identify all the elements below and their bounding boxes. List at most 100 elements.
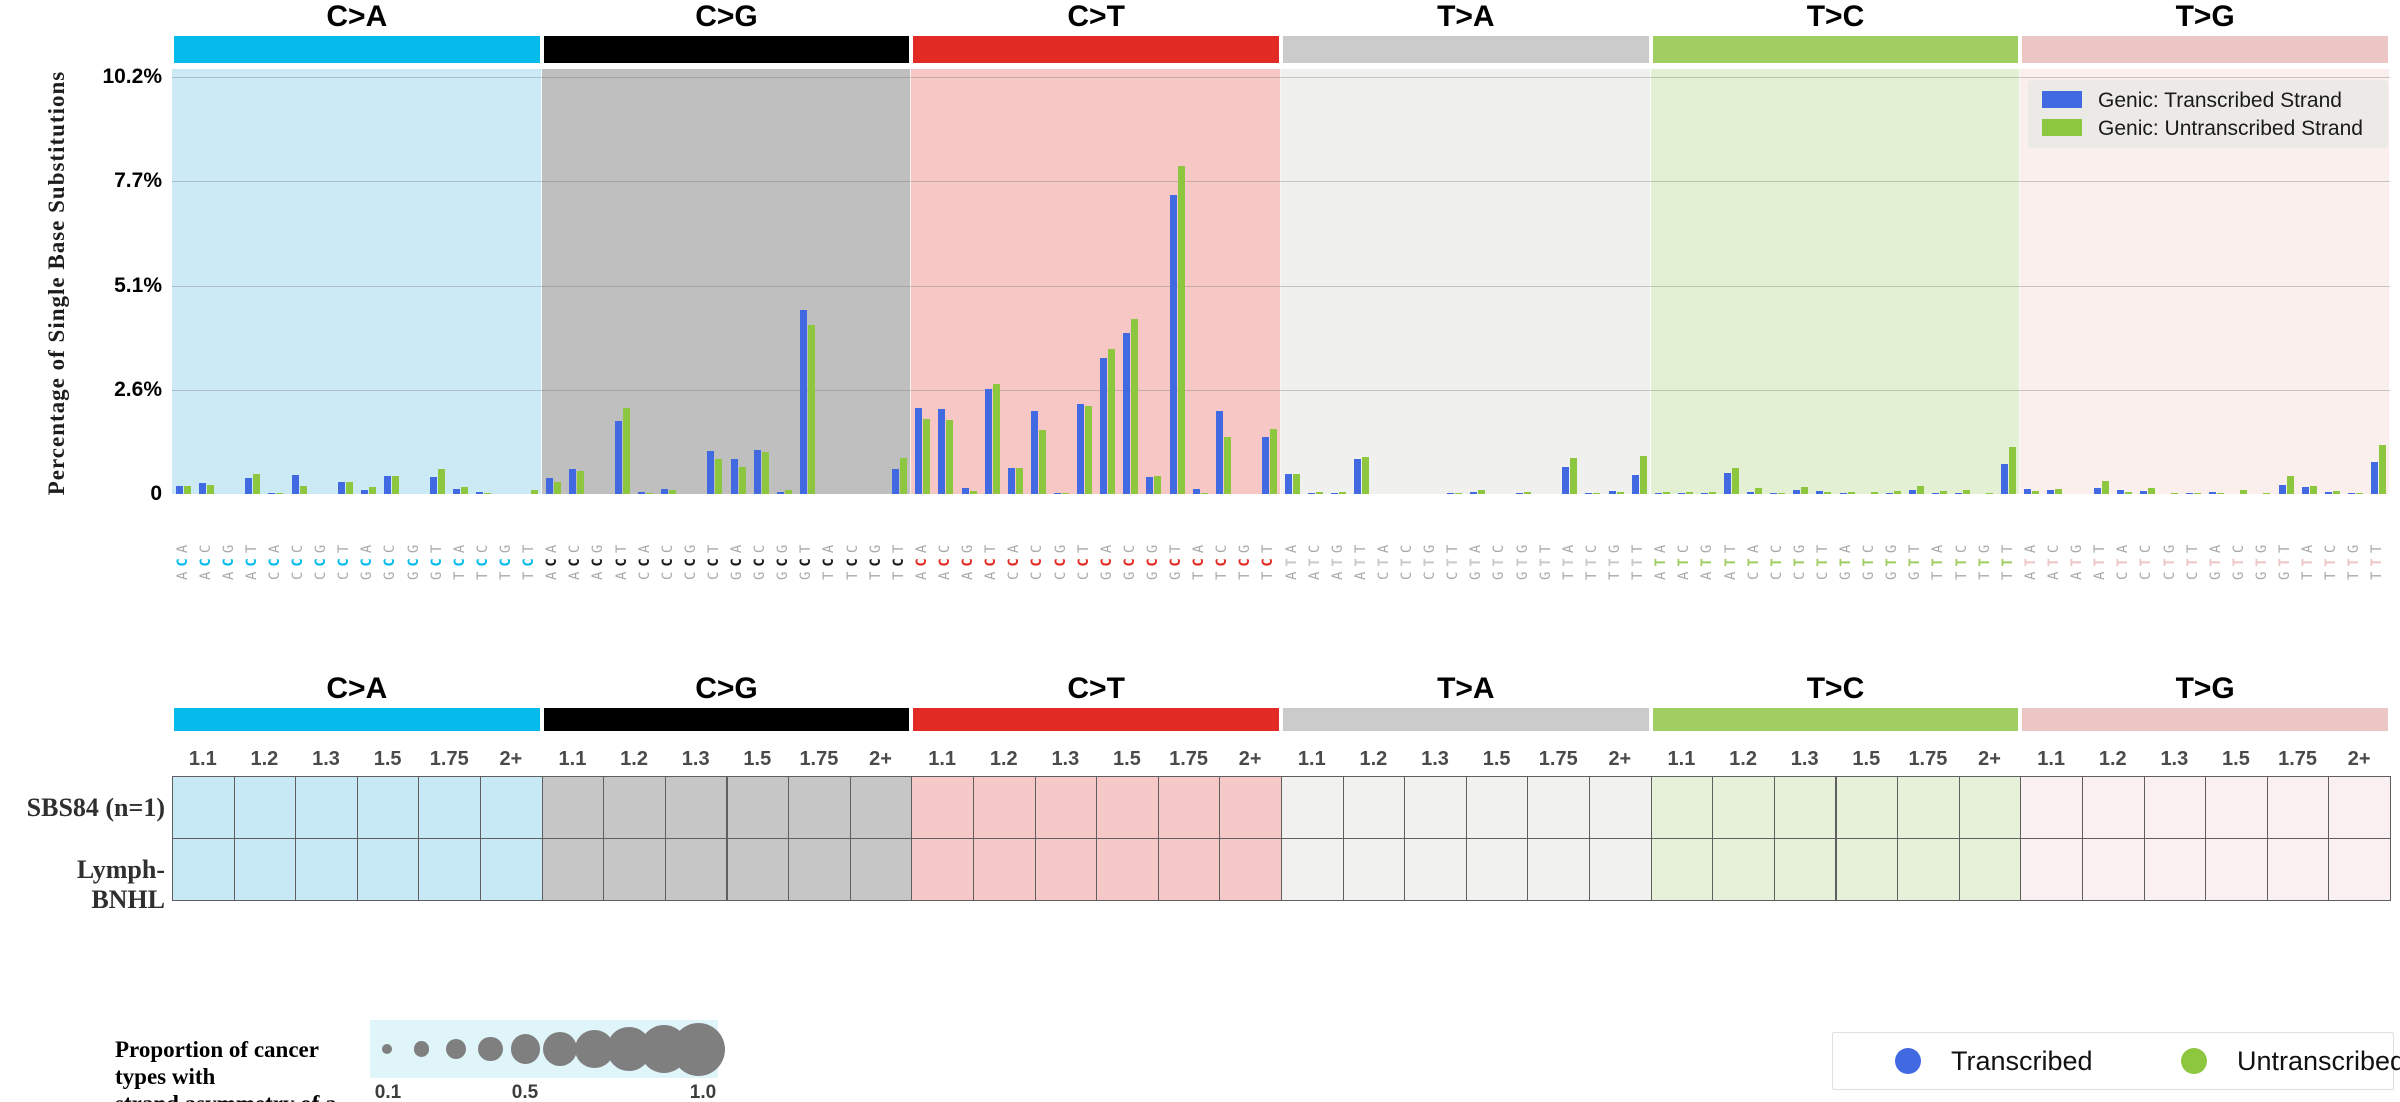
bar-transcribed-C>A-CCA [268,493,276,494]
bar-transcribed-C>A-GCT [430,477,438,494]
bar-untranscribed-C>A-GCC [391,476,399,494]
table-col-header-T>C-1.75: 1.75 [1908,748,1948,770]
bar-untranscribed-C>T-CCG [1062,493,1069,494]
bar-untranscribed-C>A-CCC [299,486,307,494]
table-col-header-C>T-1.2: 1.2 [989,748,1018,770]
x-context-label-C>A-ACA: ACA [174,539,191,580]
bar-transcribed-T>C-TTT [2001,463,2009,494]
x-context-label-C>A-TCA: TCA [451,539,468,580]
transcribed-dot-icon [1895,1048,1921,1074]
gridline-7.7% [172,181,2390,183]
x-context-label-C>G-ACT: ACT [613,539,630,580]
table-cell-T>C-1.1-row0 [1650,776,1714,839]
table-col-header-C>T-2+: 2+ [1238,748,1262,770]
x-context-label-C>A-TCT: TCT [521,539,538,580]
table-cell-C>A-1.5-row1 [356,838,420,901]
x-context-label-T>A-CTC: CTC [1399,539,1416,580]
bar-transcribed-C>T-TCT [1261,436,1269,494]
table-col-header-T>G-1.2: 1.2 [2098,748,2127,770]
bar-untranscribed-C>G-CCC [669,489,677,494]
table-cell-T>G-1.3-row0 [2143,776,2207,839]
untranscribed-dot-label: Untranscribed [2237,1046,2400,1076]
x-context-label-C>T-CCG: CCG [1052,539,1069,580]
bar-transcribed-T>C-ATC [1677,493,1685,494]
bar-untranscribed-C>G-GCT [807,325,815,494]
table-cell-C>G-1.2-row0 [603,776,666,839]
table-col-header-T>A-2+: 2+ [1608,748,1632,770]
bar-untranscribed-C>A-CCT [345,482,353,494]
table-col-header-T>A-1.75: 1.75 [1538,748,1578,770]
table-cell-T>G-2+-row1 [2328,838,2391,901]
bar-untranscribed-T>A-ATT [1362,457,1370,494]
bar-transcribed-T>C-GTT [1908,489,1916,494]
bar-untranscribed-T>C-TTG [1986,492,1994,494]
bar-transcribed-C>A-ACT [245,478,253,494]
bar-untranscribed-C>G-CCA [646,492,654,494]
table-cell-T>C-2+-row1 [1958,838,2022,901]
table-cell-T>G-1.5-row0 [2205,776,2268,839]
strand-dot-legend: Transcribed Untranscribed [1832,1032,2400,1090]
x-context-label-T>G-TTG: TTG [2346,539,2363,580]
bar-untranscribed-C>T-ACG [969,490,977,494]
table-col-header-C>G-2+: 2+ [869,748,892,770]
bar-transcribed-C>G-GCG [776,491,784,494]
table-col-header-T>G-1.3: 1.3 [2160,748,2189,770]
bar-transcribed-C>T-CCT [1077,403,1085,494]
x-context-label-T>C-CTA: CTA [1745,539,1762,580]
x-context-label-T>A-ATC: ATC [1306,539,1323,580]
bar-untranscribed-T>G-GTA [2217,493,2225,494]
bubble-size-scale [370,1020,725,1078]
bar-untranscribed-T>A-CTT [1454,493,1462,494]
bar-transcribed-C>T-ACC [938,408,946,494]
bar-transcribed-T>C-GTG [1885,492,1893,494]
bar-transcribed-C>T-GCT [1169,195,1177,494]
x-context-label-T>G-ATA: ATA [2022,539,2039,580]
bar-transcribed-T>C-CTC [1770,493,1778,494]
bar-untranscribed-T>C-CTT [1824,492,1832,494]
x-context-label-T>C-ATT: ATT [1722,539,1739,580]
table-cell-T>A-1.3-row1 [1404,838,1467,901]
table-section-bar-C>G [543,708,910,731]
bar-transcribed-T>G-GTT [2278,485,2286,494]
x-context-label-T>A-ATG: ATG [1329,539,1346,580]
table-col-header-T>C-2+: 2+ [1978,748,2001,770]
bar-transcribed-C>G-CCC [661,489,669,494]
table-section-title-C>T: C>T [1067,672,1125,705]
x-context-label-T>A-ATT: ATT [1352,539,1369,580]
table-cell-T>G-1.75-row1 [2266,838,2330,901]
table-section-bar-T>A [1283,708,1649,731]
x-context-label-T>A-CTG: CTG [1422,539,1439,580]
bar-transcribed-C>T-TCC [1215,410,1223,494]
x-context-label-T>A-ATA: ATA [1283,539,1300,580]
bar-transcribed-C>A-TCA [453,488,461,494]
bar-transcribed-T>G-TTA [2301,486,2309,494]
table-section-title-T>C: T>C [1806,672,1865,705]
bar-transcribed-C>A-ACC [199,482,207,494]
bar-transcribed-T>A-TTG [1608,491,1616,494]
x-context-label-T>A-TTT: TTT [1630,539,1647,580]
table-cell-T>G-1.3-row1 [2143,838,2207,901]
x-context-label-C>A-CCA: CCA [266,539,283,580]
bubble-legend-caption: Proportion of cancer types with strand a… [115,1036,375,1102]
table-cell-T>A-2+-row0 [1589,776,1652,839]
gridline-2.6% [172,389,2390,391]
y-tick-label-7.7%: 7.7% [114,169,162,193]
table-cell-C>G-2+-row0 [849,776,913,839]
section-title-C>G: C>G [695,0,758,33]
table-cell-C>A-2+-row0 [480,776,543,839]
bubble-legend-caption-line1: Proportion of cancer types with [115,1037,319,1089]
table-cell-C>T-1.1-row0 [911,776,974,839]
section-title-T>A: T>A [1437,0,1495,33]
table-col-header-C>A-1.3: 1.3 [312,748,340,770]
table-cell-C>G-1.75-row1 [788,838,851,901]
bar-transcribed-T>C-CTA [1747,491,1755,494]
x-context-label-C>G-TCT: TCT [890,539,907,580]
y-tick-label-5.1%: 5.1% [114,273,162,297]
strand-series-legend: Genic: Transcribed Strand Genic: Untrans… [2028,80,2388,148]
bar-transcribed-C>G-ACT [615,420,623,494]
bar-untranscribed-T>G-GTG [2263,492,2271,494]
x-context-label-T>A-GTG: GTG [1514,539,1531,580]
x-context-label-T>A-TTG: TTG [1607,539,1623,580]
table-cell-C>T-1.75-row0 [1157,776,1221,839]
bar-untranscribed-T>C-GTG [1893,491,1901,494]
